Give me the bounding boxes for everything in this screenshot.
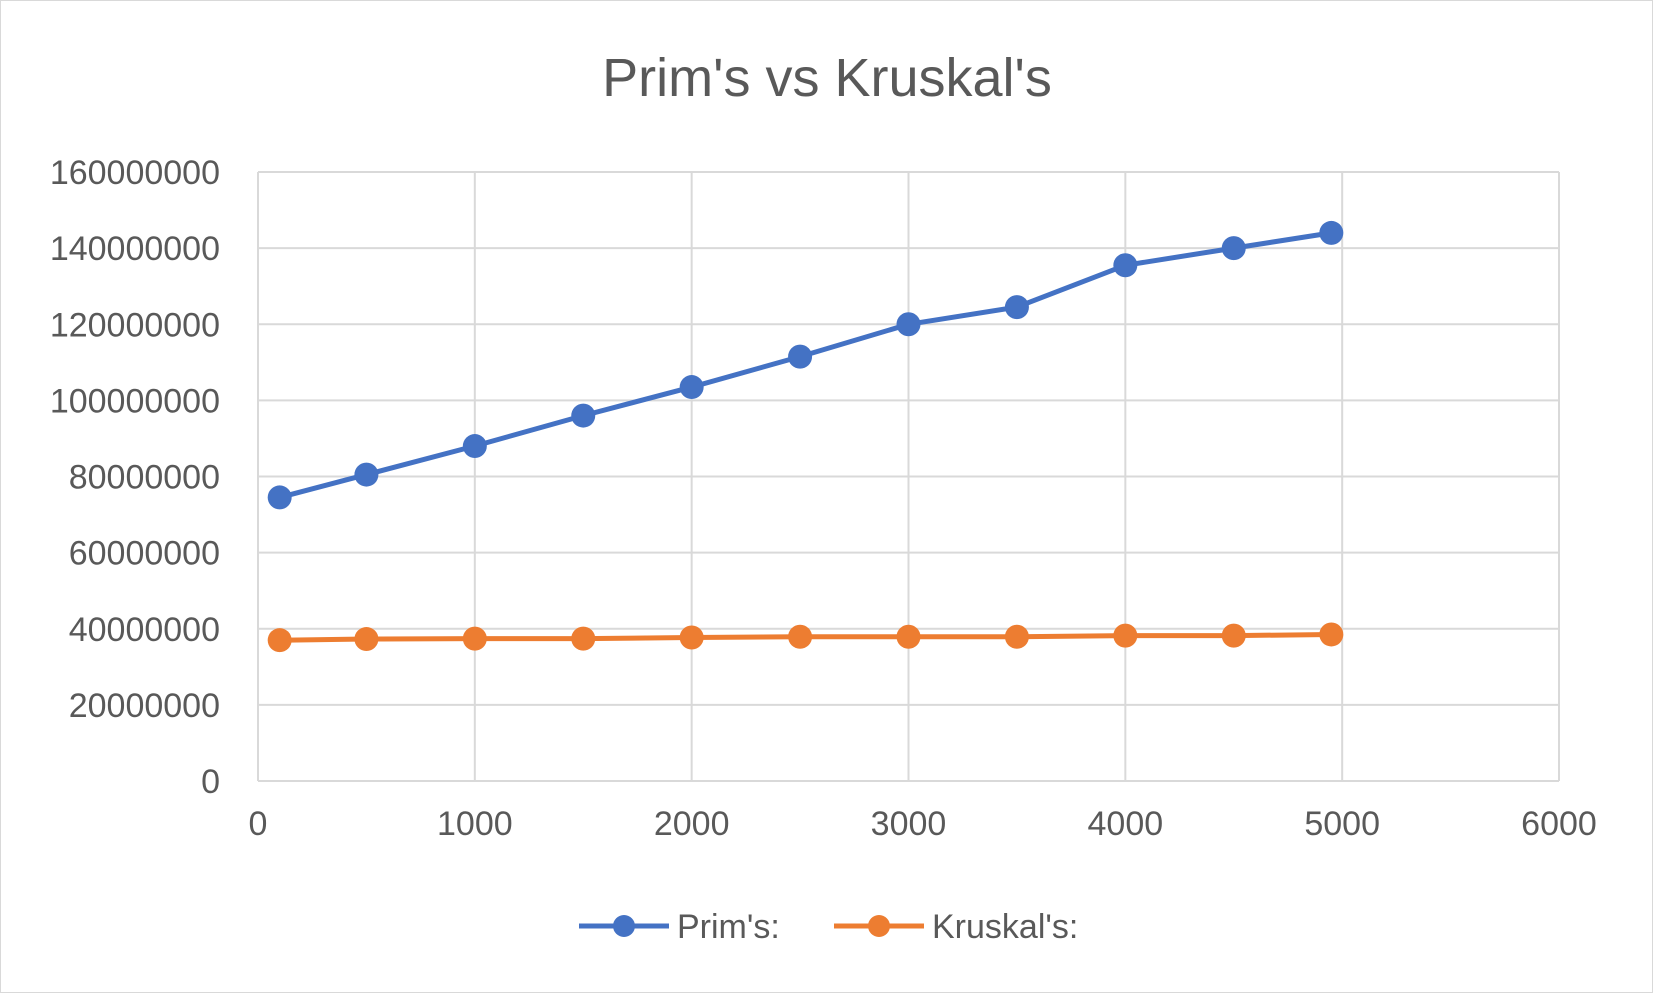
series-layer bbox=[267, 220, 1344, 653]
data-point bbox=[354, 627, 379, 652]
data-point bbox=[1113, 623, 1138, 648]
y-tick-label: 40000000 bbox=[69, 611, 220, 649]
legend-marker-kruskals bbox=[868, 915, 890, 937]
legend-label-prims: Prim's: bbox=[677, 908, 780, 946]
data-point bbox=[1319, 622, 1344, 647]
series-prims bbox=[267, 220, 1344, 510]
data-point bbox=[354, 462, 379, 487]
x-tick-label: 5000 bbox=[1304, 805, 1380, 843]
y-tick-label: 100000000 bbox=[50, 382, 220, 420]
y-tick-label: 80000000 bbox=[69, 459, 220, 497]
y-tick-label: 140000000 bbox=[50, 230, 220, 268]
gridlines bbox=[257, 171, 1560, 782]
data-point bbox=[679, 625, 704, 650]
data-point bbox=[571, 626, 596, 651]
x-tick-label: 3000 bbox=[871, 805, 947, 843]
data-point bbox=[1221, 236, 1246, 261]
data-point bbox=[462, 434, 487, 459]
data-point bbox=[267, 485, 292, 510]
data-point bbox=[1319, 220, 1344, 245]
data-point bbox=[788, 344, 813, 369]
data-point bbox=[267, 628, 292, 653]
series-kruskals bbox=[267, 622, 1344, 653]
y-axis-tick-labels: 0 20000000 40000000 60000000 80000000 1000000… bbox=[50, 154, 220, 801]
data-point bbox=[462, 626, 487, 651]
x-tick-label: 2000 bbox=[654, 805, 730, 843]
data-point bbox=[1221, 623, 1246, 648]
data-point bbox=[896, 312, 921, 337]
data-point bbox=[1004, 295, 1029, 320]
legend-marker-prims bbox=[613, 915, 635, 937]
x-tick-label: 0 bbox=[249, 805, 268, 843]
x-tick-label: 4000 bbox=[1088, 805, 1164, 843]
y-tick-label: 120000000 bbox=[50, 306, 220, 344]
data-point bbox=[1113, 253, 1138, 278]
y-tick-label: 60000000 bbox=[69, 535, 220, 573]
data-point bbox=[788, 624, 813, 649]
data-point bbox=[679, 375, 704, 400]
y-tick-label: 20000000 bbox=[69, 687, 220, 725]
data-point bbox=[896, 624, 921, 649]
chart-title: Prim's vs Kruskal's bbox=[602, 48, 1052, 108]
legend: Prim's: Kruskal's: bbox=[579, 908, 1078, 946]
data-point bbox=[571, 403, 596, 428]
x-axis-tick-labels: 0 1000 2000 3000 4000 5000 6000 bbox=[249, 805, 1597, 843]
data-point bbox=[1004, 624, 1029, 649]
y-tick-label: 160000000 bbox=[50, 154, 220, 192]
legend-label-kruskals: Kruskal's: bbox=[932, 908, 1078, 946]
x-tick-label: 1000 bbox=[437, 805, 513, 843]
y-tick-label: 0 bbox=[201, 763, 220, 801]
x-tick-label: 6000 bbox=[1521, 805, 1597, 843]
